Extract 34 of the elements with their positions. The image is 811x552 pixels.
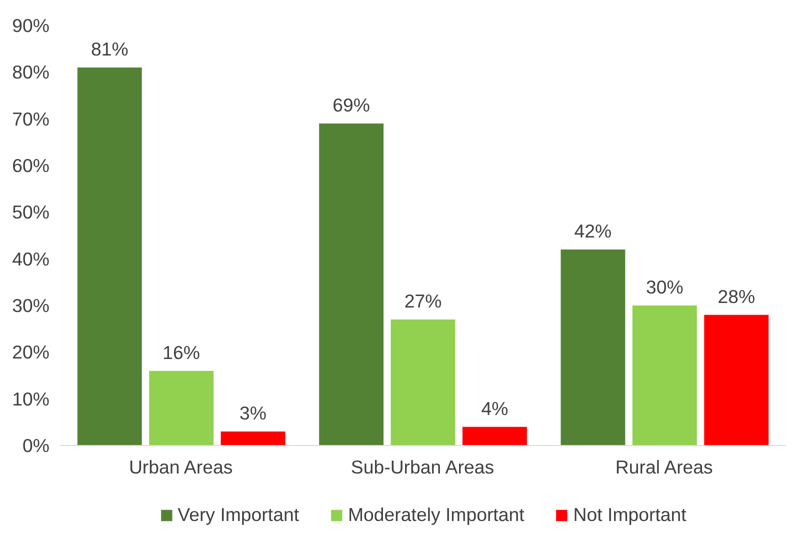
y-tick-label: 30% [12,295,50,316]
y-tick-label: 90% [12,15,50,36]
data-label: 27% [404,290,442,312]
legend-label: Moderately Important [348,504,524,526]
bar [220,432,286,446]
bar [77,68,142,446]
y-tick-label: 10% [12,388,50,410]
y-tick-label: 60% [12,155,50,176]
bar [560,250,626,446]
y-tick-label: 0% [22,435,50,456]
x-tick-label: Sub-Urban Areas [350,456,494,478]
y-tick-label: 70% [12,108,50,130]
y-tick-label: 20% [12,342,50,363]
y-tick-label: 40% [12,248,50,270]
x-tick-label: Urban Areas [128,456,233,478]
y-tick-label: 80% [12,62,50,83]
data-label: 42% [574,220,612,242]
data-label: 16% [162,342,200,363]
bar [704,314,769,446]
bar [462,426,527,446]
data-label: 30% [646,276,684,298]
bar [149,370,214,446]
y-tick-label: 50% [12,202,50,223]
data-label: 69% [332,94,370,116]
x-tick-label: Rural Areas [615,456,713,478]
bar [390,320,456,446]
bar [319,124,384,446]
data-label: 81% [90,38,128,60]
legend-label: Very Important [178,504,300,526]
data-label: 3% [240,402,267,424]
data-label: 28% [718,286,756,307]
legend-label: Not Important [573,504,686,526]
data-label: 4% [481,398,508,419]
bar [632,306,697,446]
